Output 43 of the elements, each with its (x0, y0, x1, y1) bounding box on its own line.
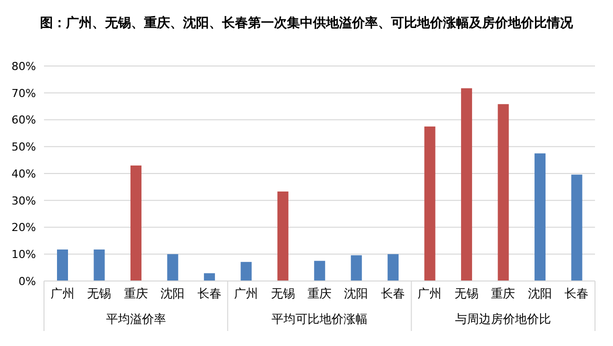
x-tick-label: 沈阳 (160, 286, 185, 301)
x-tick-label: 无锡 (270, 286, 295, 301)
y-tick-label: 60% (12, 114, 36, 127)
bar (204, 273, 215, 281)
x-tick-label: 沈阳 (344, 286, 368, 301)
bar (277, 192, 288, 281)
x-tick-label: 重庆 (308, 286, 332, 301)
text: 与周边房价地价比 (455, 312, 552, 326)
bar (388, 254, 399, 281)
x-tick-label: 长春 (564, 286, 589, 301)
x-tick-label: 广州 (418, 286, 442, 301)
x-tick-label: 广州 (50, 286, 74, 301)
x-tick-label: 沈阳 (528, 286, 552, 301)
y-tick-label: 50% (12, 140, 36, 154)
chart-title: 图：广州、无锡、重庆、沈阳、长春第一次集中供地溢价率、可比地价涨幅及房价地价比情况 (39, 14, 574, 33)
x-tick-label: 长春 (197, 286, 222, 301)
bar (534, 153, 546, 281)
y-tick-label: 70% (12, 86, 36, 100)
bar (57, 250, 68, 281)
x-tick-label: 长春 (380, 286, 405, 301)
bar (498, 104, 509, 281)
text: 平均可比地价涨幅 (272, 312, 368, 326)
text: 平均溢价率 (106, 312, 166, 326)
x-tick-label: 重庆 (491, 286, 516, 301)
x-tick-label: 无锡 (87, 286, 112, 301)
y-tick-label: 10% (12, 248, 36, 262)
bar (461, 88, 472, 281)
bar (314, 260, 326, 281)
bar (240, 262, 252, 281)
x-tick-label: 重庆 (124, 286, 148, 301)
bar (94, 250, 105, 281)
bar (350, 255, 362, 281)
bar (424, 126, 436, 281)
x-tick-label: 无锡 (454, 286, 478, 301)
bar (130, 165, 142, 281)
y-tick-label: 80% (12, 60, 36, 73)
bar (571, 174, 582, 281)
y-tick-label: 30% (12, 194, 36, 208)
x-tick-label: 广州 (234, 286, 258, 301)
y-tick-label: 40% (12, 167, 36, 180)
bar (167, 254, 178, 281)
y-tick-label: 0% (18, 274, 36, 288)
y-tick-label: 20% (12, 221, 36, 234)
